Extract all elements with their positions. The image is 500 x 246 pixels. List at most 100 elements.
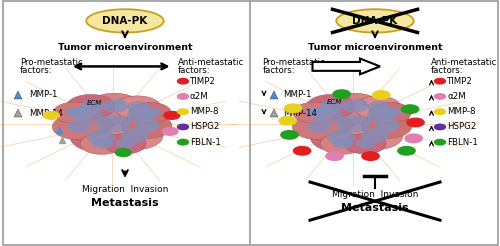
Circle shape	[122, 129, 148, 142]
Text: FBLN-1: FBLN-1	[190, 138, 221, 147]
Circle shape	[136, 120, 159, 131]
Circle shape	[88, 130, 114, 144]
Text: ECM: ECM	[327, 99, 342, 105]
Text: Tumor microenvironment: Tumor microenvironment	[58, 44, 192, 52]
Circle shape	[294, 147, 310, 155]
Text: Migration  Invasion: Migration Invasion	[332, 190, 418, 199]
Circle shape	[434, 139, 446, 145]
Circle shape	[338, 116, 370, 132]
Circle shape	[293, 102, 337, 123]
Circle shape	[116, 138, 136, 148]
Circle shape	[284, 104, 302, 112]
Circle shape	[76, 107, 148, 142]
Text: FBLN-1: FBLN-1	[447, 138, 478, 147]
Text: MMP-14: MMP-14	[284, 109, 318, 118]
Text: Anti-metastatic: Anti-metastatic	[431, 58, 497, 67]
Circle shape	[281, 131, 298, 139]
Text: ECM: ECM	[87, 100, 102, 106]
Circle shape	[56, 100, 118, 130]
Text: Pro-metastatic: Pro-metastatic	[20, 58, 83, 67]
Text: DNA-PK: DNA-PK	[352, 16, 398, 26]
Circle shape	[53, 102, 96, 123]
Circle shape	[178, 78, 188, 84]
Text: α2M: α2M	[447, 92, 466, 101]
Circle shape	[382, 108, 400, 117]
Circle shape	[292, 114, 344, 140]
Circle shape	[343, 100, 367, 112]
Circle shape	[130, 102, 171, 123]
Circle shape	[434, 124, 446, 130]
Circle shape	[362, 114, 412, 138]
Text: Migration  Invasion: Migration Invasion	[82, 185, 168, 194]
Circle shape	[402, 105, 418, 113]
Circle shape	[346, 122, 403, 150]
Circle shape	[316, 107, 388, 142]
Circle shape	[279, 116, 296, 125]
Circle shape	[407, 118, 424, 127]
Text: MMP-8: MMP-8	[447, 107, 476, 116]
Circle shape	[328, 130, 354, 144]
Circle shape	[398, 147, 415, 155]
Text: factors:: factors:	[178, 66, 210, 75]
Circle shape	[178, 124, 188, 130]
Circle shape	[405, 134, 422, 143]
Circle shape	[142, 108, 161, 117]
Circle shape	[376, 120, 399, 131]
Circle shape	[98, 116, 130, 132]
Circle shape	[354, 96, 401, 119]
Text: factors:: factors:	[20, 66, 52, 75]
Circle shape	[362, 152, 379, 160]
Circle shape	[367, 109, 394, 122]
Circle shape	[44, 111, 59, 119]
Text: MMP-1: MMP-1	[29, 90, 58, 99]
Text: factors:: factors:	[431, 66, 464, 75]
Circle shape	[80, 133, 124, 154]
Circle shape	[320, 133, 364, 154]
Circle shape	[350, 102, 409, 131]
Circle shape	[164, 111, 180, 119]
Circle shape	[434, 78, 446, 84]
Text: α2M: α2M	[190, 92, 209, 101]
Circle shape	[321, 101, 343, 111]
Circle shape	[306, 108, 326, 117]
Circle shape	[52, 114, 104, 140]
Circle shape	[178, 94, 188, 99]
Circle shape	[114, 96, 161, 119]
Circle shape	[162, 127, 178, 135]
Circle shape	[308, 121, 331, 132]
Ellipse shape	[86, 9, 164, 33]
Polygon shape	[312, 59, 380, 74]
Circle shape	[104, 133, 146, 154]
Circle shape	[368, 102, 389, 112]
Text: factors:: factors:	[262, 66, 295, 75]
Circle shape	[116, 149, 131, 156]
Circle shape	[296, 100, 358, 130]
Text: Pro-metastatic: Pro-metastatic	[262, 58, 325, 67]
Text: Tumor microenvironment: Tumor microenvironment	[308, 44, 442, 52]
Text: Metastasis: Metastasis	[91, 198, 159, 208]
Circle shape	[178, 139, 188, 145]
Text: MMP-8: MMP-8	[190, 107, 218, 116]
Circle shape	[110, 102, 169, 131]
Circle shape	[106, 122, 163, 150]
Text: Anti-metastatic: Anti-metastatic	[178, 58, 244, 67]
Circle shape	[66, 94, 116, 119]
Circle shape	[434, 109, 446, 114]
Circle shape	[70, 123, 130, 152]
Circle shape	[372, 91, 390, 99]
Circle shape	[81, 101, 103, 111]
Circle shape	[178, 109, 188, 114]
Circle shape	[128, 102, 149, 112]
Circle shape	[127, 109, 154, 122]
Circle shape	[310, 123, 370, 152]
Text: MMP-14: MMP-14	[29, 109, 63, 118]
Circle shape	[333, 138, 352, 148]
Circle shape	[362, 129, 388, 142]
Circle shape	[306, 94, 356, 119]
Circle shape	[74, 108, 102, 122]
Circle shape	[333, 90, 350, 98]
Text: TIMP2: TIMP2	[190, 77, 216, 86]
Text: TIMP2: TIMP2	[447, 77, 473, 86]
Circle shape	[314, 108, 342, 122]
Ellipse shape	[336, 9, 414, 33]
